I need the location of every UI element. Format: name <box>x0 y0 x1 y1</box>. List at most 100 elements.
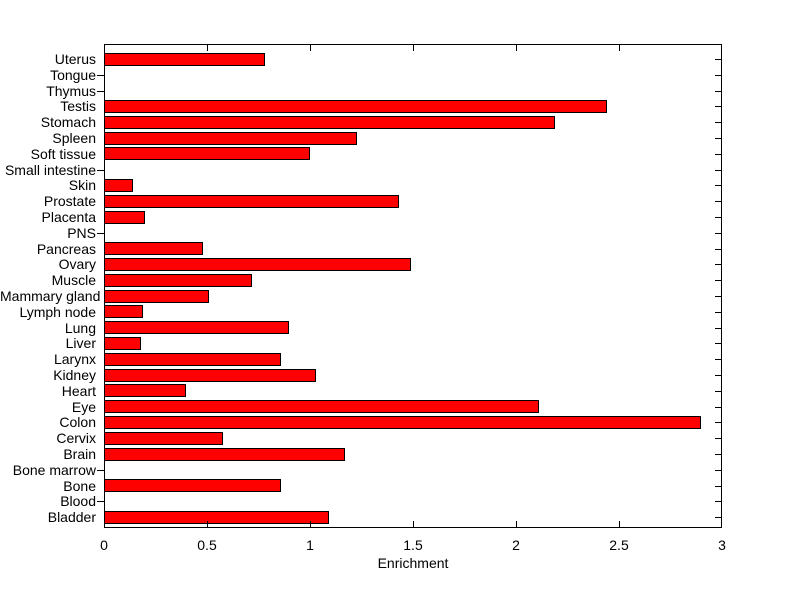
y-tick-label-spleen: Spleen <box>52 130 96 146</box>
bar-skin <box>104 178 133 192</box>
y-tick-label-prostate: Prostate <box>43 193 96 210</box>
x-tick-label-3: 3 <box>718 537 726 553</box>
y-tick-label-stomach: Stomach <box>40 114 96 131</box>
y-tick-right-brain <box>715 454 721 455</box>
y-tick-right-pancreas <box>715 248 721 250</box>
y-tick-label-eye: Eye <box>71 398 96 415</box>
y-tick-label-kidney: Kidney <box>53 367 96 383</box>
bar-pancreas <box>104 242 203 256</box>
bar-larynx <box>104 352 282 366</box>
x-tick-label-0: 0 <box>100 537 108 553</box>
x-tick-bottom-2 <box>515 521 517 527</box>
bar-brain <box>104 447 346 461</box>
bar-colon <box>104 415 702 429</box>
bar-prostate <box>104 194 399 208</box>
bar-lymph-node <box>104 305 144 319</box>
y-tick-right-skin <box>715 185 721 187</box>
bar-liver <box>104 336 142 350</box>
y-tick-right-muscle <box>715 280 721 282</box>
y-tick-right-prostate <box>715 201 721 203</box>
y-tick-label-uterus: Uterus <box>54 51 96 67</box>
bar-cervix <box>104 431 224 445</box>
y-tick-right-bladder <box>715 517 721 519</box>
y-tick-right-mammary-gland <box>715 296 721 297</box>
y-tick-right-pns <box>715 232 721 234</box>
zero-bar-tick-blood <box>97 501 104 503</box>
y-tick-label-soft-tissue: Soft tissue <box>30 145 96 162</box>
y-tick-label-mammary-gland: Mammary gland <box>0 288 101 304</box>
y-tick-right-uterus <box>715 59 721 60</box>
bar-placenta <box>104 210 146 224</box>
y-tick-label-heart: Heart <box>61 382 96 399</box>
bar-mammary-gland <box>104 289 210 303</box>
y-tick-right-heart <box>715 390 721 392</box>
y-tick-right-lung <box>715 327 721 329</box>
bar-stomach <box>104 115 556 129</box>
y-tick-label-muscle: Muscle <box>51 272 96 289</box>
y-tick-right-tongue <box>715 74 721 76</box>
y-tick-right-thymus <box>715 90 721 92</box>
x-tick-top-1.5 <box>412 45 414 51</box>
bar-soft-tissue <box>104 147 310 161</box>
y-tick-right-small-intestine <box>715 169 721 171</box>
y-tick-label-pns: PNS <box>67 224 96 241</box>
zero-bar-tick-small-intestine <box>97 169 104 171</box>
bar-bladder <box>104 510 329 524</box>
x-tick-top-1 <box>309 45 311 51</box>
x-tick-bottom-2.5 <box>618 521 620 527</box>
y-tick-label-liver: Liver <box>65 335 96 352</box>
bar-heart <box>104 384 187 398</box>
zero-bar-tick-thymus <box>97 90 104 92</box>
y-tick-right-colon <box>715 422 721 424</box>
x-tick-label-1: 1 <box>306 537 314 553</box>
y-tick-label-placenta: Placenta <box>41 209 96 225</box>
x-tick-bottom-1.5 <box>412 521 414 527</box>
y-tick-label-bladder: Bladder <box>47 509 96 526</box>
x-axis-title: Enrichment <box>377 555 449 571</box>
y-tick-label-larynx: Larynx <box>53 351 96 368</box>
x-tick-top-2 <box>515 45 517 51</box>
plot-area <box>97 44 722 528</box>
bar-eye <box>104 400 539 414</box>
x-tick-bottom-1 <box>309 521 311 527</box>
x-tick-top-2.5 <box>618 45 620 51</box>
y-tick-label-colon: Colon <box>59 414 96 431</box>
y-tick-label-brain: Brain <box>63 446 96 462</box>
y-tick-right-ovary <box>715 264 721 266</box>
y-tick-label-bone-marrow: Bone marrow <box>12 461 96 478</box>
x-tick-label-1.5: 1.5 <box>403 537 423 553</box>
bar-testis <box>104 99 607 113</box>
y-tick-label-testis: Testis <box>60 98 96 115</box>
y-tick-label-lymph-node: Lymph node <box>19 303 96 320</box>
bar-ovary <box>104 257 411 271</box>
y-tick-label-skin: Skin <box>68 177 96 194</box>
x-tick-label-2.5: 2.5 <box>609 537 629 553</box>
y-tick-right-bone <box>715 485 721 487</box>
y-tick-label-cervix: Cervix <box>56 430 96 447</box>
y-tick-right-placenta <box>715 217 721 218</box>
x-tick-label-0.5: 0.5 <box>197 537 217 553</box>
y-tick-right-eye <box>715 406 721 408</box>
y-tick-label-small-intestine: Small intestine <box>4 161 96 178</box>
y-tick-right-cervix <box>715 438 721 440</box>
y-tick-label-blood: Blood <box>60 493 96 510</box>
x-tick-top-0.5 <box>206 45 208 51</box>
bar-spleen <box>104 131 358 145</box>
y-tick-right-spleen <box>715 138 721 139</box>
y-tick-right-lymph-node <box>715 311 721 313</box>
bar-uterus <box>104 52 265 66</box>
y-tick-right-larynx <box>715 359 721 361</box>
x-tick-label-2: 2 <box>512 537 520 553</box>
y-tick-right-bone-marrow <box>715 469 721 471</box>
bar-bone <box>104 479 282 493</box>
y-tick-label-bone: Bone <box>63 477 96 494</box>
bar-lung <box>104 321 290 335</box>
y-tick-right-stomach <box>715 122 721 124</box>
y-tick-right-liver <box>715 343 721 345</box>
y-tick-label-tongue: Tongue <box>50 66 96 83</box>
zero-bar-tick-tongue <box>97 74 104 76</box>
zero-bar-tick-bone-marrow <box>97 469 104 471</box>
y-tick-right-testis <box>715 106 721 108</box>
bar-muscle <box>104 273 253 287</box>
